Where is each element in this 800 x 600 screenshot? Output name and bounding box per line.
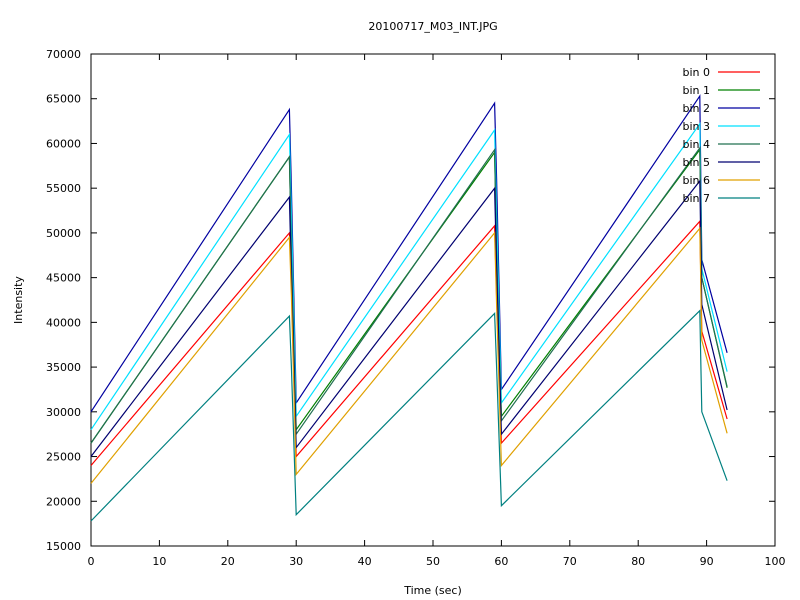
series-line-bin-0 xyxy=(90,219,728,466)
x-tick-label: 30 xyxy=(289,555,303,568)
y-tick-label: 35000 xyxy=(46,361,81,374)
legend-label: bin 4 xyxy=(682,138,710,151)
x-axis-ticks: 0 10 20 30 40 50 60 70 80 90 100 xyxy=(88,54,786,568)
chart-title: 20100717_M03_INT.JPG xyxy=(368,20,497,33)
legend-label: bin 7 xyxy=(682,192,710,205)
y-tick-label: 70000 xyxy=(46,48,81,61)
x-axis-label: Time (sec) xyxy=(403,584,462,597)
x-tick-label: 100 xyxy=(765,555,786,568)
series-line-bin-6 xyxy=(90,226,728,484)
legend: bin 0 bin 1 bin 2 bin 3 bin 4 bin 5 bin 6 bin 7 xyxy=(682,66,760,205)
y-axis-label: Intensity xyxy=(12,276,25,324)
series-line-bin-5 xyxy=(90,179,728,457)
x-tick-label: 0 xyxy=(88,555,95,568)
y-tick-label: 20000 xyxy=(46,495,81,508)
series-line-bin-1 xyxy=(90,147,728,444)
x-tick-label: 10 xyxy=(152,555,166,568)
y-tick-label: 45000 xyxy=(46,272,81,285)
x-tick-label: 20 xyxy=(221,555,235,568)
x-tick-label: 50 xyxy=(426,555,440,568)
x-tick-label: 70 xyxy=(563,555,577,568)
y-tick-label: 40000 xyxy=(46,316,81,329)
legend-label: bin 3 xyxy=(682,120,710,133)
plot-frame xyxy=(90,53,776,547)
x-tick-label: 60 xyxy=(494,555,508,568)
legend-label: bin 2 xyxy=(682,102,710,115)
y-axis-ticks: 15000 20000 25000 30000 35000 40000 45000 50000… xyxy=(46,48,775,553)
legend-label: bin 1 xyxy=(682,84,710,97)
y-tick-label: 15000 xyxy=(46,540,81,553)
y-tick-label: 55000 xyxy=(46,182,81,195)
y-tick-label: 65000 xyxy=(46,93,81,106)
x-tick-label: 80 xyxy=(631,555,645,568)
y-tick-label: 25000 xyxy=(46,451,81,464)
legend-label: bin 6 xyxy=(682,174,710,187)
series-lines xyxy=(90,94,728,522)
series-line-bin-7 xyxy=(90,309,728,522)
x-tick-label: 40 xyxy=(358,555,372,568)
y-tick-label: 60000 xyxy=(46,137,81,150)
y-tick-label: 50000 xyxy=(46,227,81,240)
legend-label: bin 5 xyxy=(682,156,710,169)
series-line-bin-4 xyxy=(90,146,728,444)
y-tick-label: 30000 xyxy=(46,406,81,419)
series-line-bin-3 xyxy=(90,121,728,431)
legend-label: bin 0 xyxy=(682,66,710,79)
x-tick-label: 90 xyxy=(700,555,714,568)
